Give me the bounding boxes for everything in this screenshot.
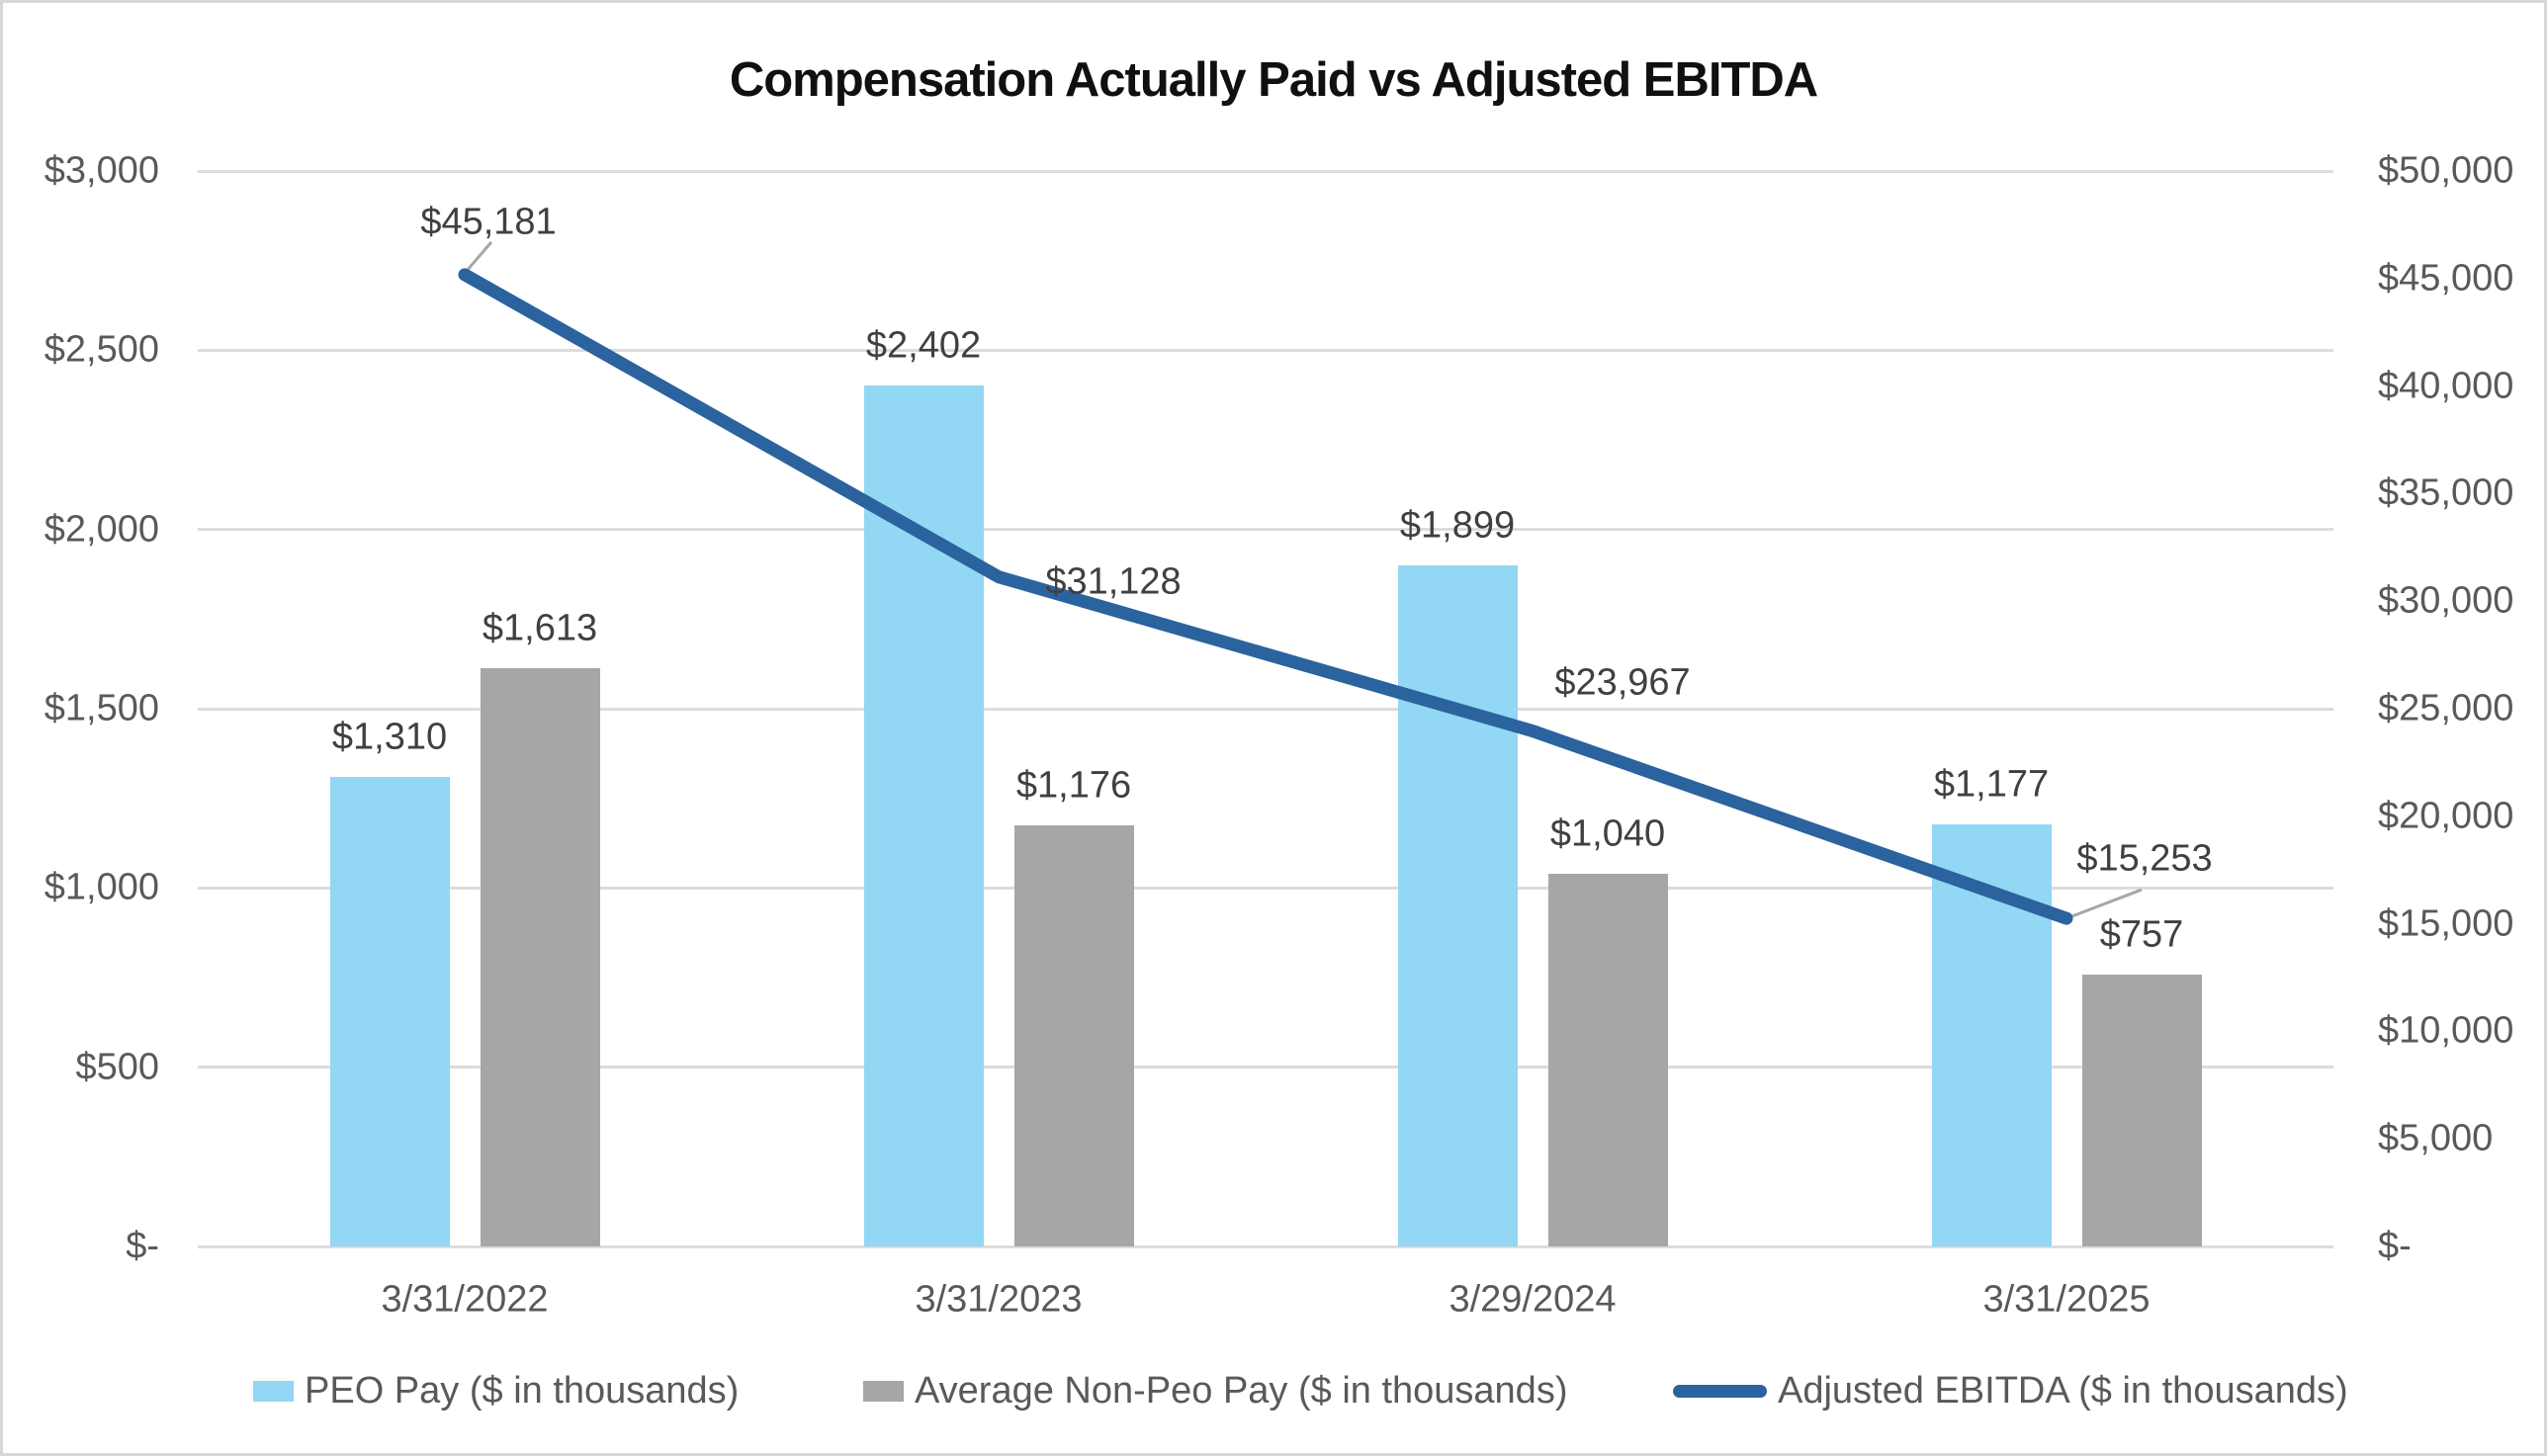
bar-data-label: $1,040 bbox=[1549, 813, 1666, 855]
bar-data-label: $1,613 bbox=[482, 607, 598, 649]
bar-non-peo-pay bbox=[1013, 824, 1134, 1246]
bar-data-label: $1,176 bbox=[1015, 764, 1132, 806]
bar-non-peo-pay bbox=[1547, 873, 1668, 1246]
peo-pay-swatch bbox=[253, 1380, 294, 1402]
right-axis-tick-label: $30,000 bbox=[2378, 579, 2514, 622]
left-axis-tick-label: $1,000 bbox=[44, 866, 159, 908]
label-leader-line bbox=[466, 240, 493, 271]
gridline bbox=[198, 348, 2333, 352]
non-peo-pay-swatch bbox=[863, 1380, 904, 1402]
legend-label-adjusted-ebitda: Adjusted EBITDA ($ in thousands) bbox=[1778, 1369, 2348, 1412]
ebitda-line bbox=[458, 268, 2073, 925]
adjusted-ebitda-swatch bbox=[1673, 1384, 1767, 1398]
line-data-label: $45,181 bbox=[420, 201, 557, 243]
category-label: 3/29/2024 bbox=[1449, 1278, 1617, 1321]
bar-data-label: $2,402 bbox=[865, 324, 982, 367]
bar-data-label: $1,899 bbox=[1399, 504, 1516, 547]
line-data-label: $23,967 bbox=[1554, 661, 1691, 704]
category-label: 3/31/2025 bbox=[1982, 1278, 2151, 1321]
legend-label-non-peo-pay: Average Non-Peo Pay ($ in thousands) bbox=[915, 1369, 1568, 1412]
bar-data-label: $1,310 bbox=[331, 716, 448, 758]
right-axis-tick-label: $5,000 bbox=[2378, 1117, 2494, 1159]
right-axis-tick-label: $25,000 bbox=[2378, 687, 2514, 729]
bar-data-label: $1,177 bbox=[1933, 763, 2050, 806]
bar-peo-pay bbox=[863, 385, 984, 1246]
line-data-label: $31,128 bbox=[1045, 560, 1182, 603]
gridline bbox=[198, 169, 2333, 173]
left-axis-tick-label: $- bbox=[126, 1225, 159, 1267]
line-data-label: $15,253 bbox=[2076, 837, 2213, 880]
right-axis-tick-label: $35,000 bbox=[2378, 471, 2514, 514]
category-label: 3/31/2022 bbox=[381, 1278, 549, 1321]
left-axis-tick-label: $3,000 bbox=[44, 149, 159, 192]
bar-peo-pay bbox=[1397, 565, 1518, 1246]
bar-data-label: $757 bbox=[2099, 913, 2184, 956]
category-label: 3/31/2023 bbox=[915, 1278, 1083, 1321]
left-axis-tick-label: $1,500 bbox=[44, 687, 159, 729]
right-axis-tick-label: $10,000 bbox=[2378, 1009, 2514, 1052]
bar-non-peo-pay bbox=[480, 668, 600, 1246]
legend-label-peo-pay: PEO Pay ($ in thousands) bbox=[305, 1369, 740, 1412]
right-axis-tick-label: $15,000 bbox=[2378, 902, 2514, 945]
legend-item-peo-pay: PEO Pay ($ in thousands) bbox=[253, 1368, 739, 1413]
gridline bbox=[198, 1244, 2333, 1248]
left-axis-tick-label: $2,000 bbox=[44, 508, 159, 551]
right-axis-tick-label: $- bbox=[2378, 1225, 2412, 1267]
legend-item-adjusted-ebitda: Adjusted EBITDA ($ in thousands) bbox=[1673, 1368, 2348, 1413]
legend-item-non-peo-pay: Average Non-Peo Pay ($ in thousands) bbox=[863, 1368, 1567, 1413]
left-axis-tick-label: $500 bbox=[75, 1046, 159, 1088]
bar-peo-pay bbox=[1931, 824, 2052, 1246]
right-axis-tick-label: $50,000 bbox=[2378, 149, 2514, 192]
right-axis-tick-label: $40,000 bbox=[2378, 365, 2514, 407]
bar-non-peo-pay bbox=[2081, 975, 2202, 1246]
left-axis-tick-label: $2,500 bbox=[44, 328, 159, 371]
gridline bbox=[198, 1066, 2333, 1070]
chart-title: Compensation Actually Paid vs Adjusted E… bbox=[729, 53, 1818, 107]
gridline bbox=[198, 528, 2333, 532]
right-axis-tick-label: $20,000 bbox=[2378, 795, 2514, 837]
bar-peo-pay bbox=[329, 776, 450, 1246]
right-axis-tick-label: $45,000 bbox=[2378, 257, 2514, 300]
